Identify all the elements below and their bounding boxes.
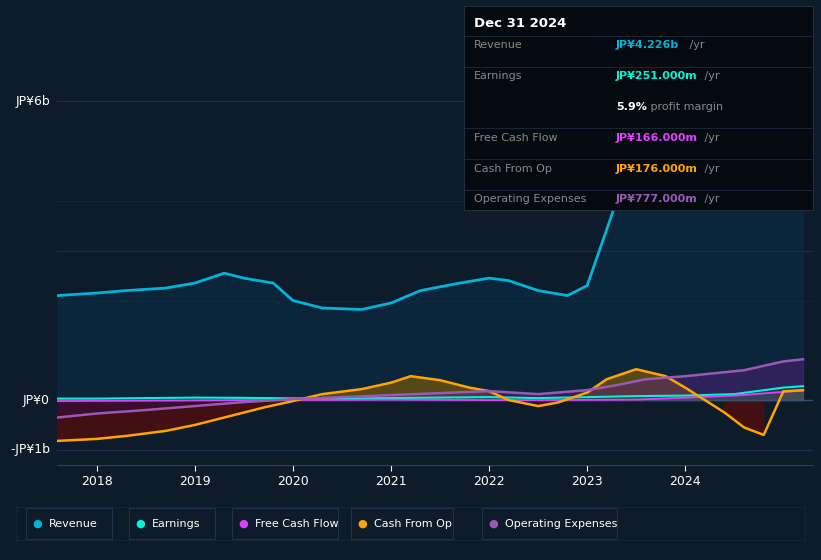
Text: Free Cash Flow: Free Cash Flow (255, 519, 338, 529)
Text: JP¥251.000m: JP¥251.000m (616, 71, 697, 81)
Text: Operating Expenses: Operating Expenses (505, 519, 617, 529)
Text: ●: ● (488, 519, 498, 529)
Text: Free Cash Flow: Free Cash Flow (474, 133, 557, 143)
Text: 5.9%: 5.9% (616, 102, 647, 112)
Text: Revenue: Revenue (49, 519, 98, 529)
Text: ●: ● (33, 519, 43, 529)
Text: Earnings: Earnings (152, 519, 200, 529)
Text: /yr: /yr (701, 71, 720, 81)
Text: Dec 31 2024: Dec 31 2024 (474, 17, 566, 30)
Text: Earnings: Earnings (474, 71, 522, 81)
Text: JP¥777.000m: JP¥777.000m (616, 194, 698, 204)
Text: /yr: /yr (701, 133, 720, 143)
Text: /yr: /yr (701, 164, 720, 174)
Text: Operating Expenses: Operating Expenses (474, 194, 586, 204)
Text: -JP¥1b: -JP¥1b (10, 444, 50, 456)
Text: /yr: /yr (701, 194, 720, 204)
Text: JP¥4.226b: JP¥4.226b (616, 40, 679, 50)
Text: JP¥6b: JP¥6b (15, 95, 50, 108)
Text: JP¥176.000m: JP¥176.000m (616, 164, 698, 174)
Text: Cash From Op: Cash From Op (374, 519, 452, 529)
Text: ●: ● (357, 519, 367, 529)
Text: profit margin: profit margin (647, 102, 723, 112)
Text: ●: ● (135, 519, 145, 529)
Text: /yr: /yr (686, 40, 705, 50)
Text: ●: ● (238, 519, 248, 529)
Text: JP¥0: JP¥0 (23, 394, 50, 407)
Text: JP¥166.000m: JP¥166.000m (616, 133, 698, 143)
Text: Cash From Op: Cash From Op (474, 164, 552, 174)
Text: Revenue: Revenue (474, 40, 522, 50)
